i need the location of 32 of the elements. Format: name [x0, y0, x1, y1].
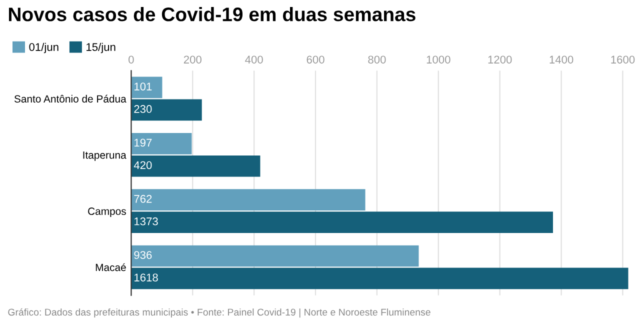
data-label: 936: [134, 251, 152, 259]
y-tick-label: Santo Antônio de Pádua: [14, 94, 126, 103]
data-label: 101: [134, 82, 152, 90]
y-tick-label: Itaperuna: [83, 151, 126, 161]
bar: [131, 132, 192, 154]
bar: [131, 99, 202, 121]
x-tick-label: 1000: [426, 56, 450, 64]
x-tick-label: 400: [245, 56, 263, 64]
data-label: 197: [134, 138, 152, 147]
legend-label: 01/jun: [29, 42, 58, 54]
x-tick-label: 1600: [611, 56, 635, 64]
y-tick-label: Macaé: [96, 263, 126, 272]
x-tick-label: 1200: [488, 56, 512, 64]
x-tick-label: 1400: [550, 56, 574, 64]
text: Gráfico: Dados das prefeituras municipais • Fonte: Painel Covid-19 | Norte e Noroeste Fluminense: [8, 308, 430, 318]
bar: [131, 268, 628, 290]
bar: [131, 155, 260, 177]
x-tick-label: 200: [184, 56, 202, 64]
data-label: 1373: [134, 217, 158, 226]
y-tick-label: Campos: [88, 208, 126, 217]
data-label: 1618: [134, 274, 158, 282]
bar: [131, 189, 366, 210]
data-label: 420: [134, 161, 152, 170]
bar: [131, 245, 419, 267]
bar: [131, 212, 553, 233]
x-tick-label: 600: [306, 56, 324, 64]
x-tick-label: 800: [368, 56, 386, 64]
legend-label: 15/jun: [86, 42, 116, 54]
x-tick-label: 0: [128, 56, 134, 64]
data-label: 230: [134, 105, 152, 113]
data-label: 762: [134, 194, 152, 203]
chart-title: Novos casos de Covid-19 em duas semanas: [8, 6, 416, 22]
